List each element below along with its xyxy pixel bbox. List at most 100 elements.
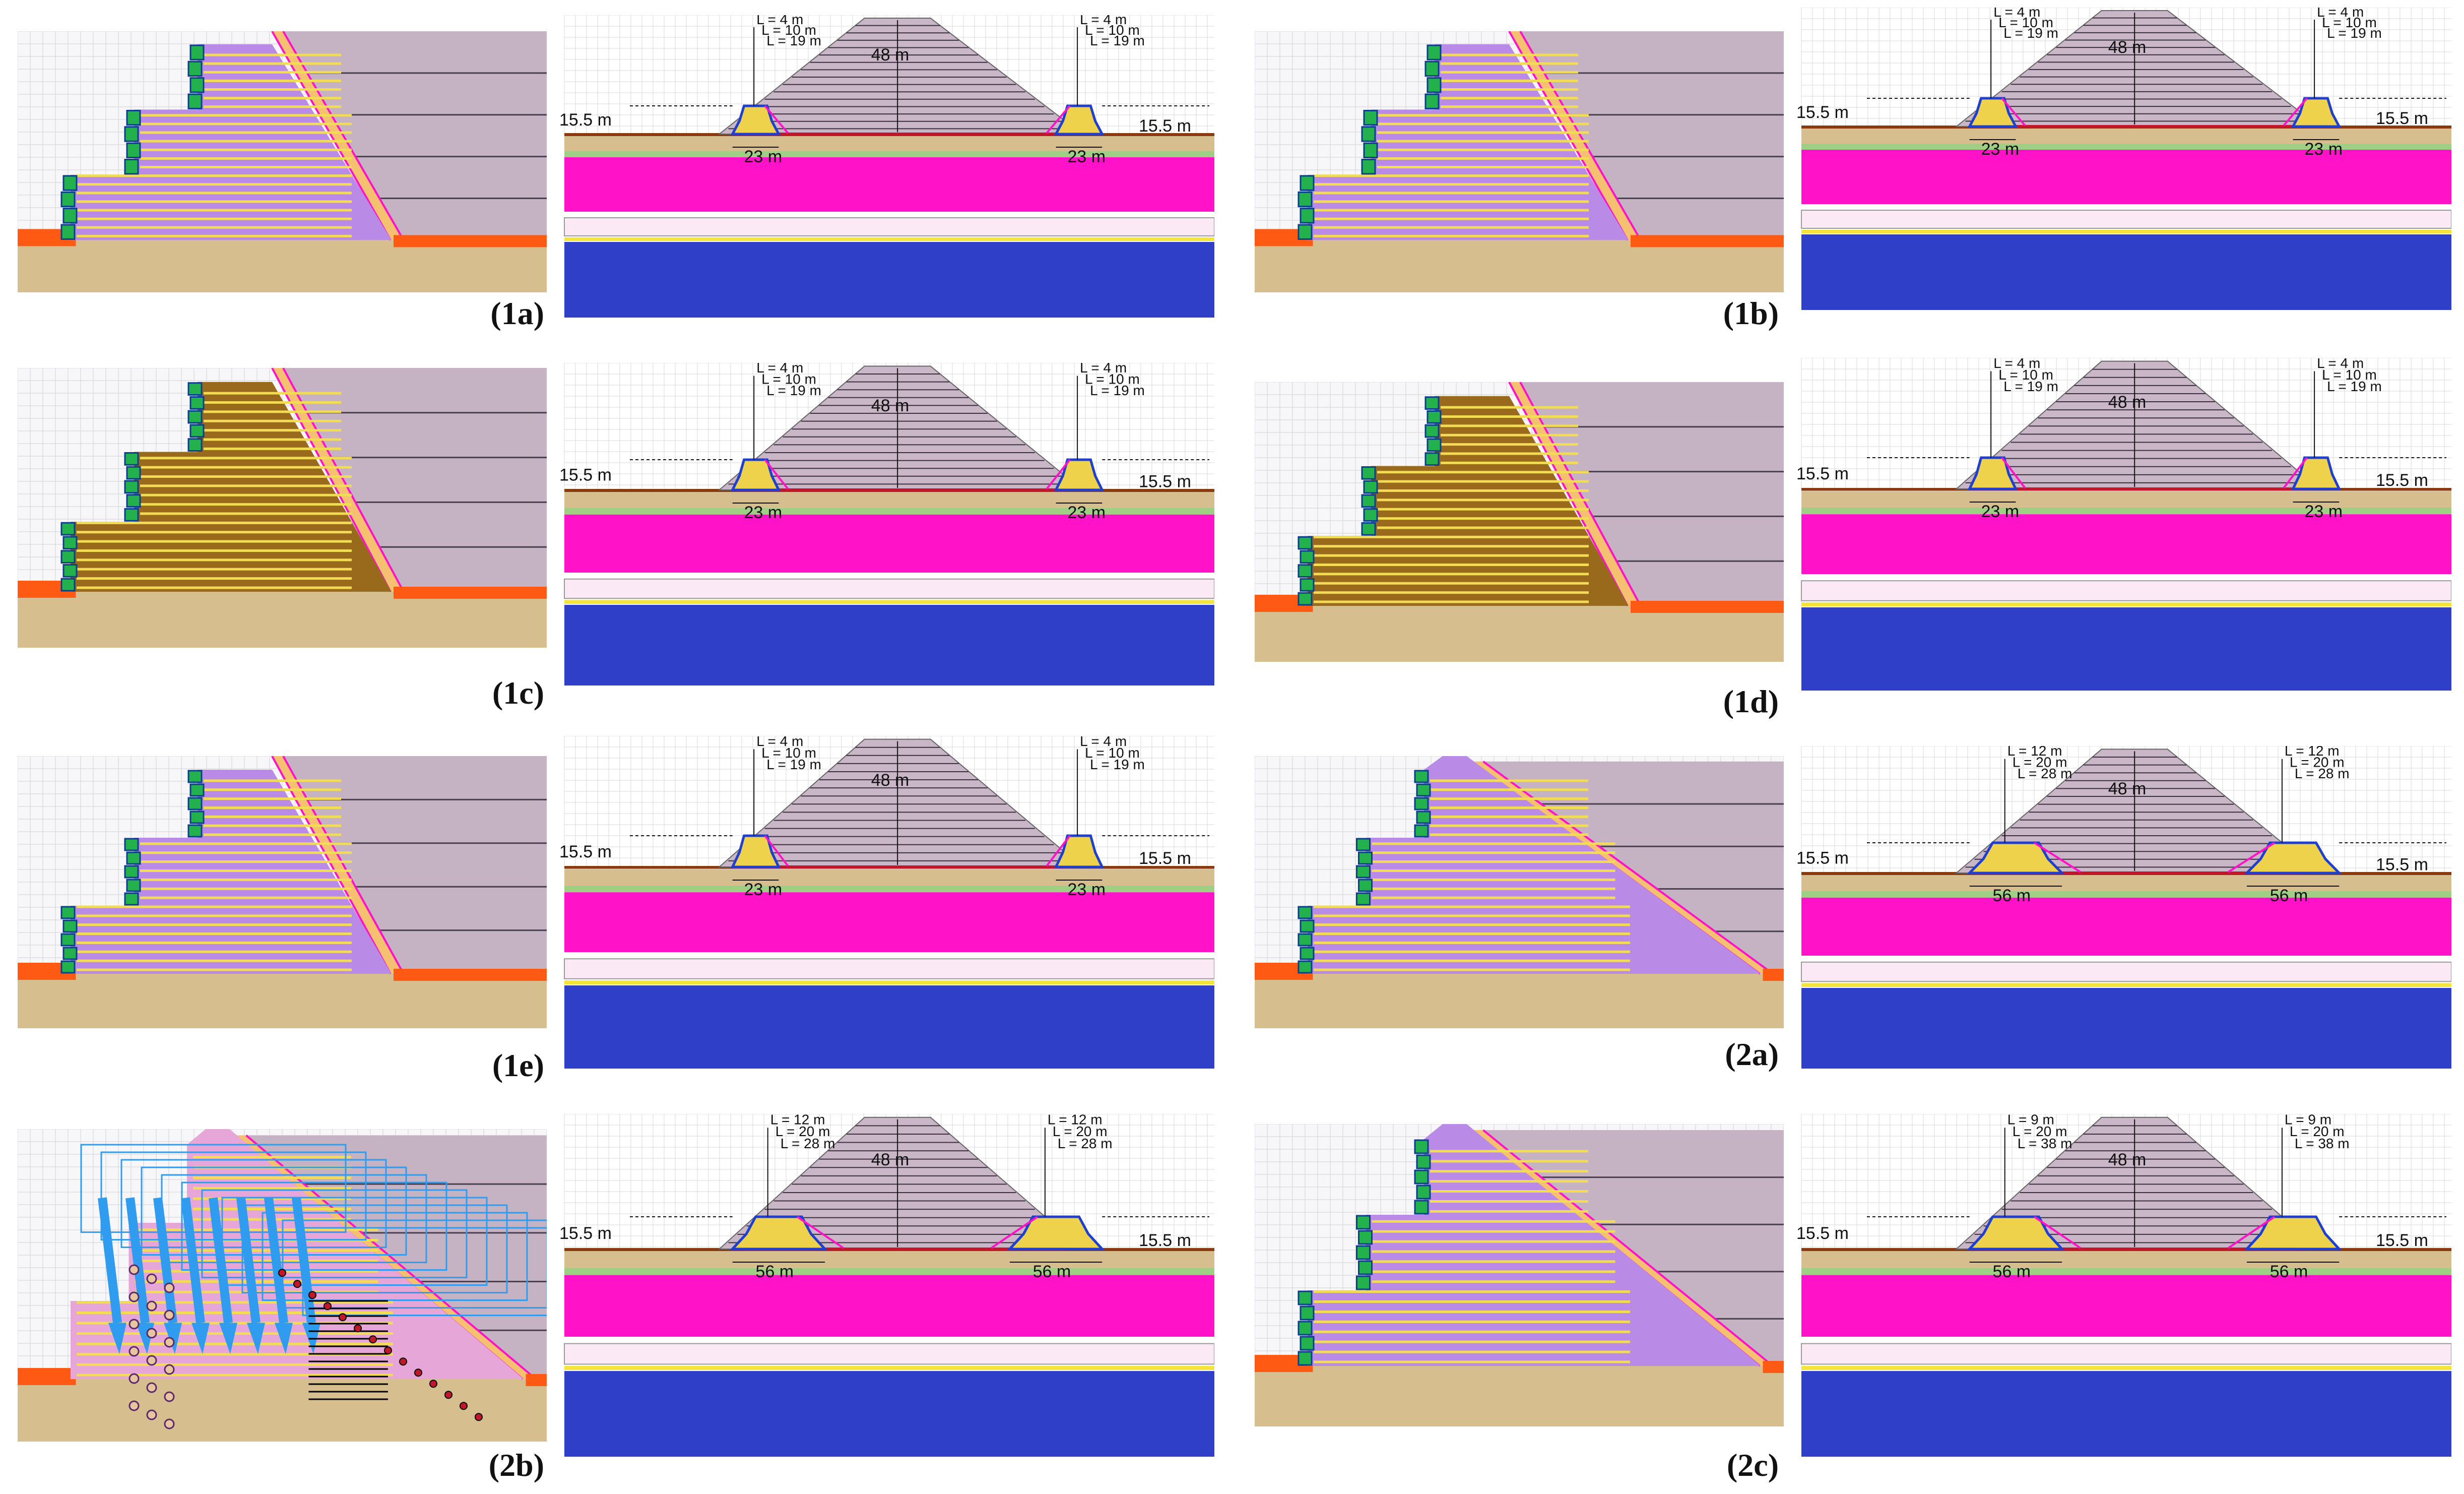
base-dim-label: 23 m [1981,502,2020,521]
layer-magenta [1801,1275,2451,1337]
section-svg: 48 mL = 4 mL = 10 mL = 19 m23 mL = 4 mL … [1796,8,2451,310]
facing-block [1361,126,1376,142]
layer-pale [1801,580,2451,601]
facing-block [1426,438,1442,452]
layer-green [564,886,1214,893]
layer-pale [1801,210,2451,229]
facing-block [187,382,203,396]
section-svg: 48 mL = 9 mL = 20 mL = 38 m56 mL = 9 mL … [1796,1114,2451,1457]
filter-zone [273,31,403,240]
label-l-low: L = 19 m [1090,383,1145,398]
label-l-low: L = 28 m [1058,1136,1113,1151]
detail-svg [18,756,547,1028]
facing-block [1363,142,1378,159]
section-svg: 48 mL = 4 mL = 10 mL = 19 m23 mL = 4 mL … [1796,358,2451,691]
liner-line [271,756,392,974]
facing-block [1356,1245,1371,1260]
label-l-top: L = 4 m [756,363,803,376]
embankment-body [1482,1130,1784,1366]
layer-navy [1801,607,2451,691]
base-dim-label: 23 m [744,147,783,166]
pile-ring [128,1400,140,1411]
pile-ring [164,1418,175,1429]
berm-liner [2001,97,2026,127]
base-dim-label: 23 m [744,503,783,522]
facing-block [60,191,76,208]
liner-line [282,368,405,592]
facing-block [1298,592,1313,606]
label-l-mid: L = 10 m [1085,745,1140,761]
label-l-top: L = 9 m [2007,1114,2054,1127]
facing-block [1363,508,1378,522]
layer-magenta [1801,514,2451,574]
label-l-top: L = 4 m [2317,8,2364,20]
facing-block [126,851,141,865]
berm-left [1967,1215,2065,1251]
facing-block [1298,536,1313,550]
facing-block [1363,109,1378,126]
facing-block [1300,550,1315,564]
facing-block [124,838,139,851]
berm-liner [2033,1216,2081,1249]
layer-pale [564,958,1214,979]
height-label-left: 15.5 m [559,466,612,485]
pile-ring [164,1310,175,1321]
berm-right [2291,97,2342,128]
node-point [278,1269,286,1277]
base-dim-label: 23 m [744,880,783,899]
layer-yellow-thin [1801,1365,2451,1370]
berm-left [730,834,781,868]
facing-block [124,452,139,466]
facing-block [126,142,141,159]
facing-block [1426,410,1442,424]
layer-magenta [564,514,1214,573]
label-l-mid: L = 20 m [2290,1124,2345,1139]
base-dim-label: 23 m [1068,147,1106,166]
embankment-body [1482,761,1784,974]
panel-1e-label: (1e) [492,1047,544,1083]
layer-pale [1801,961,2451,982]
facing-block [1298,1290,1313,1305]
layer-yellow-thin [564,600,1214,604]
label-l-mid: L = 10 m [2322,15,2377,30]
liner-line [282,31,405,241]
layer-navy [1801,234,2451,310]
dam-height-label: 48 m [871,1150,910,1169]
liner-line [271,31,392,241]
facing-block [1358,1260,1373,1275]
label-l-low: L = 19 m [2003,25,2058,41]
facing-block [189,424,205,438]
node-point [308,1291,316,1299]
layer-pale [1801,1343,2451,1365]
liner-line [1519,382,1642,606]
label-l-top: L = 12 m [2285,746,2340,759]
berm-left [730,104,781,136]
facing-block [126,879,141,892]
force-arrow [236,1197,261,1324]
facing-block [187,60,203,77]
facing-block [1300,208,1315,224]
label-l-mid: L = 10 m [1085,371,1140,387]
layer-yellow-thin [564,980,1214,985]
facing-block [189,77,205,93]
label-l-low: L = 28 m [2295,766,2350,781]
facing-block [60,960,76,974]
detail-svg [1255,1124,1784,1426]
layer-pale [564,578,1214,599]
embankment-body [282,31,547,240]
detail-svg [1255,31,1784,292]
label-l-top: L = 9 m [2285,1114,2331,1127]
node-point [475,1413,483,1421]
node-point [354,1324,362,1333]
pile-ring [146,1355,157,1366]
pile-ring [128,1291,140,1302]
detail-svg [18,31,547,292]
facing-block [60,578,76,592]
layer-pale [564,1343,1214,1365]
label-l-mid: L = 10 m [761,371,816,387]
pile-ring [146,1273,157,1284]
label-l-mid: L = 20 m [2290,755,2345,770]
